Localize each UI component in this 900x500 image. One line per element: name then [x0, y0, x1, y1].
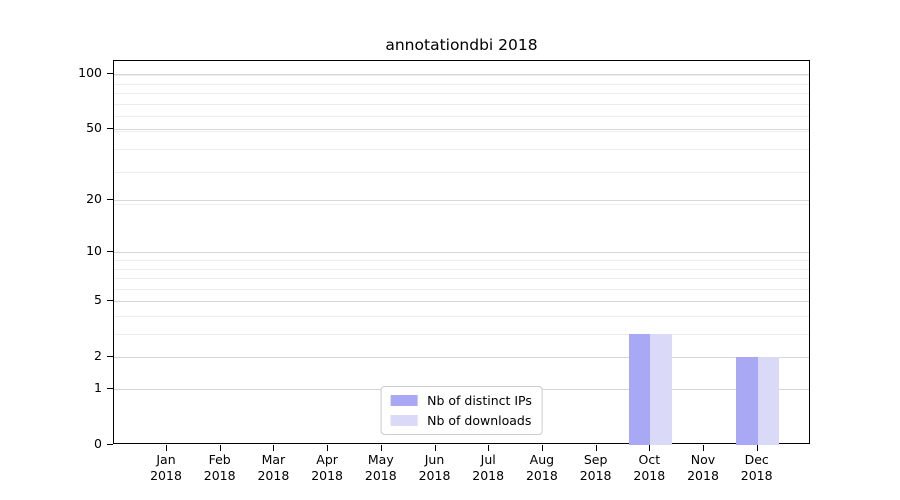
y-tick-label: 0	[94, 436, 102, 451]
x-tick-mark	[488, 445, 490, 451]
x-tick-label: Nov 2018	[679, 452, 727, 483]
x-tick-mark	[273, 445, 275, 451]
x-tick-month: Jul	[480, 452, 496, 467]
x-tick-month: Sep	[583, 452, 608, 467]
x-tick-year: 2018	[472, 467, 505, 483]
x-tick-year: 2018	[579, 467, 612, 483]
x-tick-month: Jan	[156, 452, 176, 467]
gridline-minor	[114, 116, 809, 117]
x-tick-label: May 2018	[357, 452, 405, 483]
x-tick-year: 2018	[633, 467, 666, 483]
y-tick-label: 1	[94, 380, 102, 396]
y-tick-label: 10	[86, 243, 102, 259]
x-tick-month: Jun	[424, 452, 445, 467]
gridline-major	[114, 129, 809, 131]
gridline-minor	[114, 130, 809, 132]
y-tick-label: 5	[94, 292, 102, 307]
gridline-minor	[114, 83, 809, 85]
legend-item-distinct-ips: Nb of distinct IPs	[390, 393, 532, 408]
gridline-minor	[114, 277, 809, 279]
x-tick-label: Sep 2018	[572, 452, 620, 483]
legend-swatch-distinct-ips	[390, 395, 418, 406]
x-tick-label: Jun 2018	[411, 452, 459, 483]
gridline-minor	[114, 92, 809, 94]
legend: Nb of distinct IPs Nb of downloads	[380, 386, 543, 435]
x-tick-month: Oct	[638, 452, 661, 467]
y-tick-mark	[107, 388, 113, 390]
plot-area: Nb of distinct IPs Nb of downloads	[113, 60, 810, 445]
gridline-minor	[114, 148, 809, 150]
x-tick-label: Jan 2018	[142, 452, 190, 483]
x-tick-year: 2018	[740, 467, 773, 483]
x-tick-year: 2018	[525, 467, 558, 483]
y-tick-label: 2	[94, 347, 102, 363]
x-tick-label: Dec 2018	[733, 452, 781, 483]
legend-item-downloads: Nb of downloads	[390, 413, 532, 428]
x-tick-mark	[649, 445, 651, 451]
gridline-major	[114, 252, 809, 254]
x-tick-month: Mar	[261, 452, 286, 467]
x-tick-year: 2018	[311, 467, 343, 483]
legend-label-distinct-ips: Nb of distinct IPs	[427, 393, 532, 408]
legend-swatch-downloads	[390, 415, 418, 426]
gridline-minor	[114, 288, 809, 290]
gridline-minor	[114, 333, 809, 335]
x-tick-year: 2018	[257, 467, 290, 483]
gridline-minor	[114, 204, 809, 206]
x-tick-mark	[595, 445, 597, 451]
bar-oct-downloads	[650, 333, 672, 445]
bar-dec-distinct-ips	[736, 356, 758, 445]
gridline-minor	[114, 315, 809, 317]
x-tick-month: Apr	[316, 452, 338, 467]
x-tick-mark	[166, 445, 167, 451]
x-tick-mark	[541, 445, 543, 451]
x-tick-label: Apr 2018	[303, 452, 351, 483]
gridline-major	[114, 200, 809, 202]
y-tick-mark	[107, 251, 113, 253]
y-tick-mark	[107, 73, 113, 75]
chart-title: annotationdbi 2018	[385, 36, 538, 54]
x-tick-month: May	[367, 452, 394, 467]
gridline-minor	[114, 171, 809, 173]
y-tick-label: 50	[86, 120, 102, 136]
x-tick-year: 2018	[687, 467, 719, 483]
y-tick-mark	[107, 199, 113, 201]
y-tick-mark	[107, 444, 113, 445]
gridline-minor	[114, 260, 809, 261]
x-tick-mark	[219, 445, 221, 451]
x-tick-month: Nov	[690, 452, 716, 467]
x-tick-mark	[380, 445, 382, 451]
y-tick-mark	[107, 355, 113, 357]
x-tick-mark	[756, 445, 758, 451]
bar-dec-downloads	[757, 356, 780, 445]
x-tick-year: 2018	[203, 467, 236, 483]
x-tick-month: Aug	[529, 452, 555, 467]
x-tick-label: Aug 2018	[518, 452, 566, 483]
gridline-minor	[114, 75, 809, 76]
x-tick-mark	[327, 445, 329, 451]
x-tick-month: Feb	[208, 452, 231, 467]
bar-oct-distinct-ips	[628, 333, 651, 445]
x-tick-year: 2018	[418, 467, 451, 483]
gridline-major	[114, 74, 809, 76]
gridline-minor	[114, 268, 809, 270]
x-tick-year: 2018	[364, 467, 397, 483]
gridline-major	[114, 301, 809, 302]
x-tick-label: Oct 2018	[625, 452, 673, 483]
x-tick-label: Feb 2018	[196, 452, 244, 483]
y-tick-mark	[107, 300, 113, 301]
x-tick-label: Mar 2018	[249, 452, 297, 483]
x-tick-year: 2018	[150, 467, 182, 483]
x-tick-label: Jul 2018	[464, 452, 512, 483]
legend-label-downloads: Nb of downloads	[427, 413, 532, 428]
y-tick-mark	[107, 128, 113, 130]
x-tick-mark	[703, 445, 704, 451]
gridline-minor	[114, 103, 809, 105]
gridline-major	[114, 356, 809, 358]
x-tick-month: Dec	[744, 452, 769, 467]
y-tick-label: 100	[78, 65, 102, 81]
x-tick-mark	[434, 445, 436, 451]
y-tick-label: 20	[86, 191, 102, 207]
